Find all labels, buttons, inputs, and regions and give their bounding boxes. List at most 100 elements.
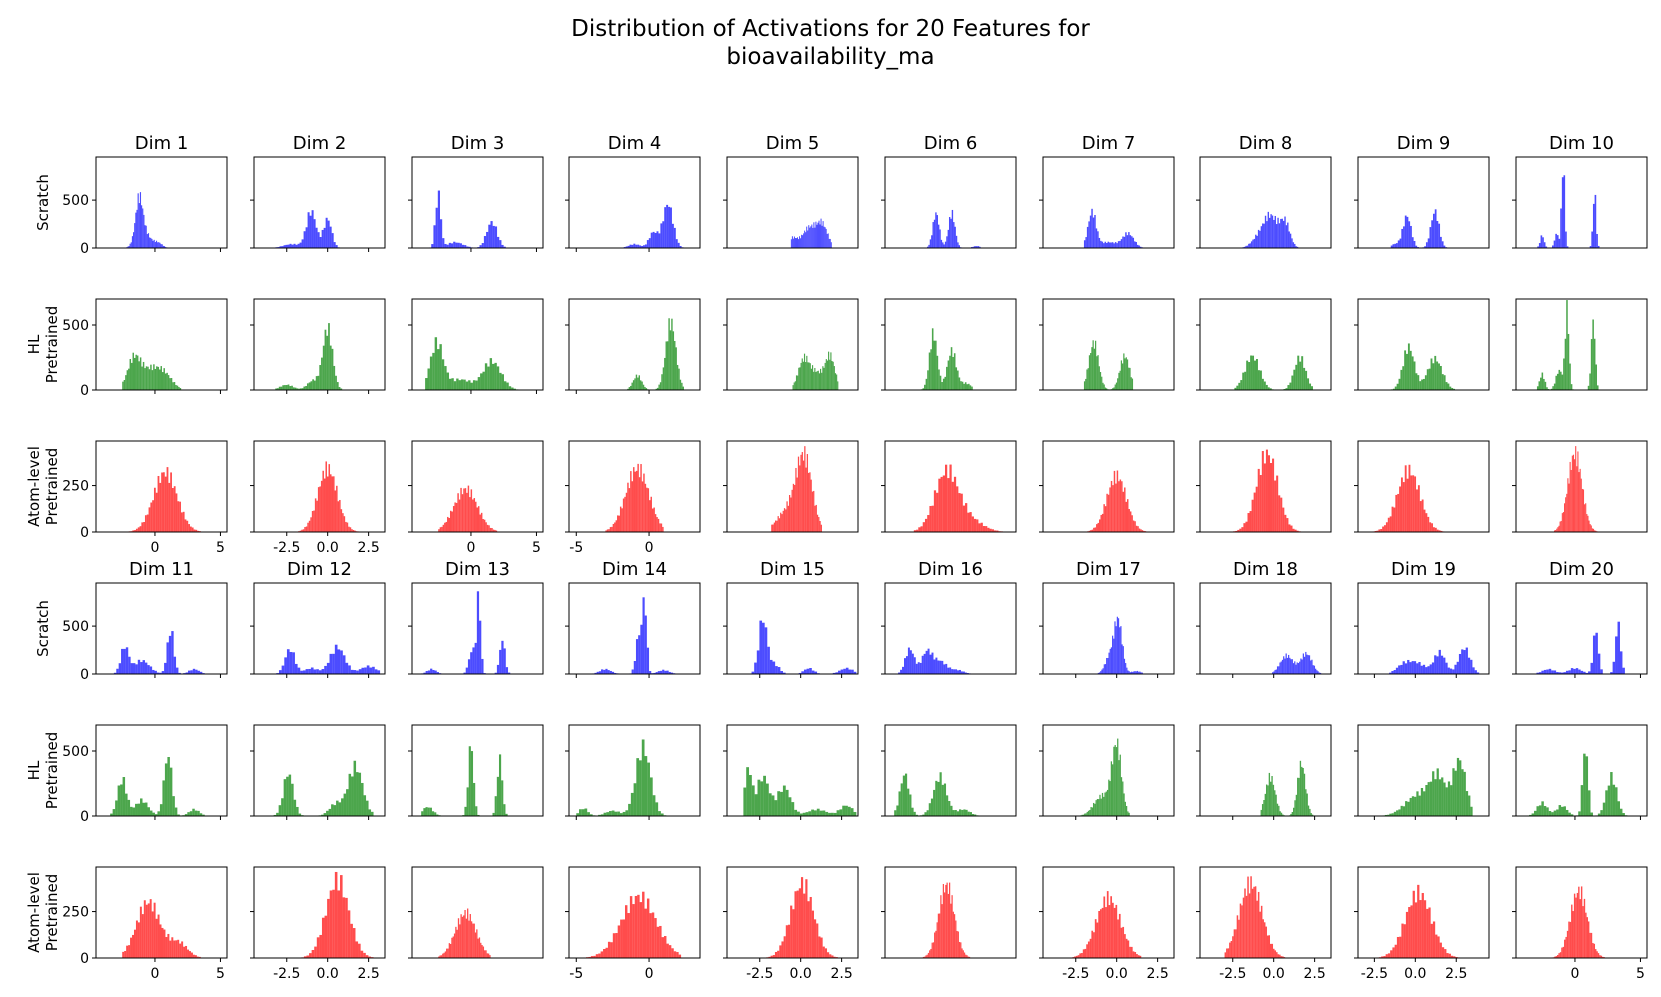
histogram-bar (1595, 530, 1597, 532)
histogram-bar (164, 476, 167, 532)
histogram-bar (834, 373, 837, 390)
histogram-bar (1278, 805, 1280, 816)
histogram-bar (1404, 465, 1407, 532)
histogram-bar (1587, 921, 1590, 958)
histogram-bar (1097, 522, 1099, 532)
histogram-bar (1092, 802, 1095, 816)
histogram-bar (792, 238, 794, 248)
histogram-bar (953, 222, 955, 248)
histogram-bar (179, 943, 182, 958)
histogram-bar (348, 773, 352, 816)
histogram-bar (1279, 954, 1281, 958)
histogram-bar (971, 516, 974, 532)
histogram-bar (1312, 665, 1314, 674)
histogram-bar (310, 517, 312, 532)
histogram-bar (1459, 760, 1462, 816)
histogram-bar (606, 529, 609, 532)
histogram-bar (587, 812, 590, 816)
histogram-bar (1593, 338, 1596, 390)
histogram-bar (1538, 381, 1541, 390)
histogram-bar (154, 670, 157, 674)
histogram-bar (332, 653, 335, 674)
histogram-bar (1282, 814, 1284, 816)
histogram-bar (1290, 659, 1292, 674)
histogram-bar (637, 894, 640, 958)
histogram-bar (301, 388, 304, 390)
histogram-bar (662, 221, 665, 248)
histogram-bar (1115, 626, 1117, 674)
histogram-bar (1414, 796, 1417, 816)
histogram-bar (1084, 948, 1087, 958)
histogram-bar (617, 515, 619, 532)
hist-panel-dim-7-row-1 (1039, 156, 1175, 249)
histogram-bar (966, 384, 969, 390)
histogram-bar (803, 669, 807, 674)
histogram-bar (898, 672, 901, 674)
histogram-bar (598, 814, 601, 816)
axes-frame (95, 724, 228, 817)
histogram-bar (1559, 952, 1562, 958)
histogram-bar (1558, 369, 1561, 390)
histogram-bar (643, 473, 645, 532)
histogram-bar (959, 809, 962, 816)
histogram-bar (1410, 905, 1413, 958)
histogram-bar (147, 665, 150, 674)
histogram-bar (1251, 888, 1254, 958)
hist-panel-dim-2-row-3: -2.5 0.0 2.5 (250, 440, 386, 556)
histogram-bar (320, 480, 323, 532)
histogram-bar (499, 372, 502, 390)
histogram-bar (935, 780, 938, 816)
histogram-bar (1583, 671, 1586, 674)
histogram-bar (321, 229, 324, 248)
histogram-bar (635, 639, 639, 674)
histogram-bar (1264, 215, 1267, 248)
histogram-bar (1267, 785, 1269, 816)
histogram-bar (949, 355, 951, 390)
histogram-bar (1256, 359, 1258, 390)
histogram-bar (1115, 483, 1117, 532)
histogram-bar (902, 775, 905, 816)
histogram-bar (1282, 507, 1285, 532)
histogram-bar (334, 490, 337, 532)
histogram-bar (315, 376, 318, 390)
histogram-bar (1382, 526, 1385, 532)
histogram-bar (1588, 520, 1590, 532)
histogram-bar (803, 893, 806, 958)
histogram-bar (466, 787, 469, 816)
histogram-bar (931, 328, 934, 390)
hist-panel-dim-15-row-1 (723, 582, 859, 678)
histogram-bar (615, 933, 618, 958)
histogram-bar (896, 805, 899, 816)
histogram-bar (297, 243, 300, 248)
histogram-bar (1452, 669, 1455, 674)
histogram-bar (1139, 246, 1142, 248)
histogram-bar (486, 231, 489, 248)
histogram-bar (311, 210, 314, 248)
histogram-bar (508, 672, 511, 674)
histogram-bar (464, 245, 467, 248)
histogram-bar (603, 812, 607, 816)
histogram-bar (621, 508, 623, 532)
histogram-bar (1134, 671, 1136, 674)
histogram-bar (1565, 809, 1569, 816)
histogram-bar (281, 246, 284, 248)
histogram-bar (777, 791, 781, 816)
histogram-bar (1091, 208, 1093, 248)
axes-frame (1357, 866, 1490, 959)
histogram-bar (808, 362, 810, 390)
histogram-bar (819, 224, 821, 248)
histogram-bar (1109, 487, 1111, 532)
histogram-bar (1307, 805, 1310, 816)
axes-frame (726, 724, 859, 817)
histogram-bar (437, 349, 440, 390)
histogram-bar (1269, 217, 1271, 248)
histogram-bar (831, 955, 834, 958)
histogram-bar (1402, 366, 1405, 390)
histogram-bar (130, 663, 134, 674)
hist-panel-dim-4-row-1 (565, 156, 701, 252)
histogram-bar (923, 653, 926, 674)
histogram-bar (343, 793, 347, 816)
histogram-bar (322, 345, 325, 390)
histogram-bar (828, 812, 831, 816)
histogram-bar (1615, 787, 1618, 816)
